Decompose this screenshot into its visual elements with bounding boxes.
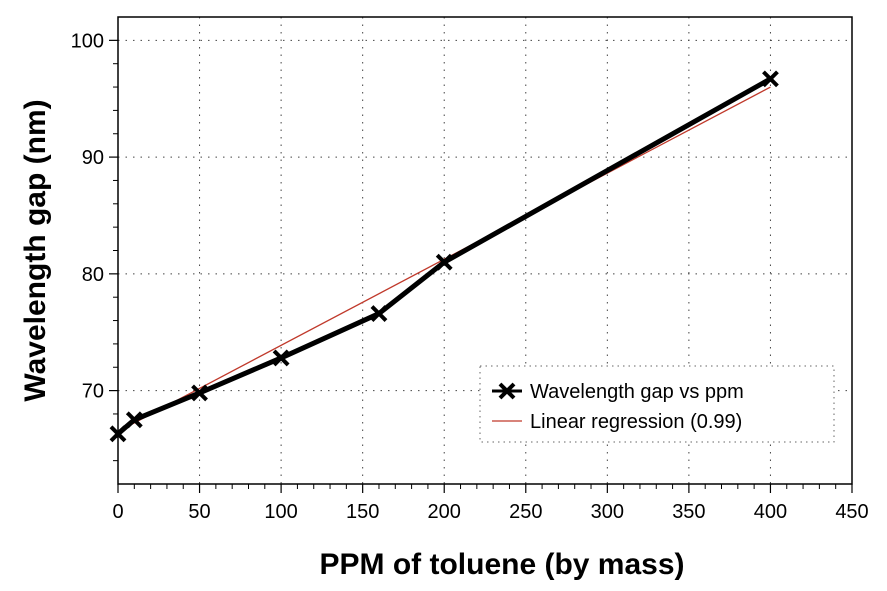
x-tick-label: 300 xyxy=(591,501,624,523)
x-tick-label: 450 xyxy=(835,501,868,523)
x-tick-label: 350 xyxy=(672,501,705,523)
ticks: 0 50 100 150 200 250 300 350 400 450 70 80 90 100 xyxy=(71,30,869,523)
x-tick-label: 100 xyxy=(264,501,297,523)
y-tick-label: 90 xyxy=(82,147,104,169)
x-tick-label: 0 xyxy=(112,501,123,523)
data-point xyxy=(435,253,453,271)
y-axis-title: Wavelength gap (nm) xyxy=(19,99,52,401)
x-tick-label: 150 xyxy=(346,501,379,523)
data-point xyxy=(370,305,388,322)
legend-marker xyxy=(498,382,516,400)
data-point xyxy=(762,70,779,88)
legend-box xyxy=(479,365,835,443)
series-line-regression xyxy=(117,86,771,433)
x-tick-label: 400 xyxy=(754,501,787,523)
x-tick-label: 200 xyxy=(428,501,461,523)
data-point xyxy=(272,349,290,367)
legend-item: Linear regression (0.99) xyxy=(492,411,742,433)
x-tick-label: 50 xyxy=(188,501,210,523)
legend-label: Wavelength gap vs ppm xyxy=(530,381,744,403)
legend-label: Linear regression (0.99) xyxy=(530,411,742,433)
y-tick-label: 100 xyxy=(71,30,104,52)
data-point xyxy=(125,411,143,429)
legend: Wavelength gap vs ppm Linear regression (… xyxy=(479,365,835,443)
data-point xyxy=(191,384,208,402)
legend-item: Wavelength gap vs ppm xyxy=(492,381,744,403)
plot-frame xyxy=(117,16,853,485)
y-tick-label: 80 xyxy=(82,264,104,286)
y-tick-label: 70 xyxy=(82,381,104,403)
x-tick-label: 250 xyxy=(509,501,542,523)
grid xyxy=(118,17,852,484)
x-axis-title: PPM of toluene (by mass) xyxy=(319,548,684,581)
